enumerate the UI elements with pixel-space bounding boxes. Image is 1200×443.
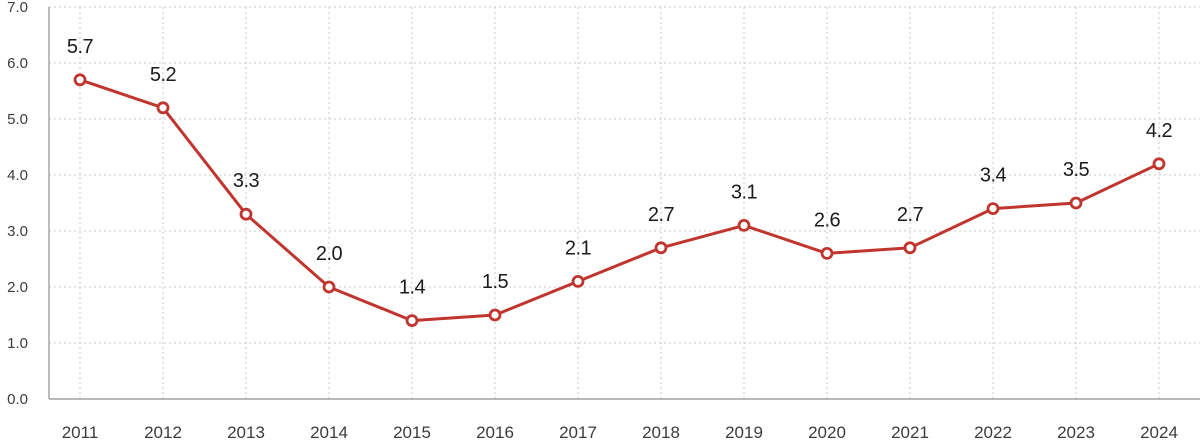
data-point-label-2023: 3.5 [1063,159,1090,181]
x-tick-label-2015: 2015 [393,423,431,442]
data-point-2021 [903,241,917,255]
data-point-2011 [73,73,87,87]
data-point-2022 [986,202,1000,216]
x-tick-label-2017: 2017 [559,423,597,442]
data-point-label-2014: 2.0 [316,243,343,265]
data-point-2017 [571,274,585,288]
data-point-label-2012: 5.2 [150,64,177,86]
y-tick-label-6.0: 6.0 [7,55,28,72]
data-point-label-2022: 3.4 [980,165,1007,187]
data-point-2024 [1152,157,1166,171]
x-tick-label-2014: 2014 [310,423,348,442]
data-point-2016 [488,308,502,322]
x-tick-label-2023: 2023 [1057,423,1095,442]
data-point-2014 [322,280,336,294]
data-point-2015 [405,314,419,328]
data-point-label-2019: 3.1 [731,181,758,203]
y-tick-label-5.0: 5.0 [7,111,28,128]
x-tick-label-2019: 2019 [725,423,763,442]
data-point-label-2020: 2.6 [814,209,841,231]
x-tick-label-2012: 2012 [144,423,182,442]
y-tick-label-1.0: 1.0 [7,335,28,352]
y-tick-label-0.0: 0.0 [7,391,28,408]
y-tick-label-3.0: 3.0 [7,223,28,240]
data-point-2023 [1069,196,1083,210]
x-tick-label-2021: 2021 [891,423,929,442]
x-tick-label-2022: 2022 [974,423,1012,442]
data-point-label-2017: 2.1 [565,237,592,259]
data-point-label-2011: 5.7 [67,36,94,58]
data-point-label-2013: 3.3 [233,170,260,192]
x-tick-label-2011: 2011 [62,423,99,442]
x-tick-label-2016: 2016 [476,423,514,442]
data-line [78,78,1161,323]
data-point-label-2024: 4.2 [1146,120,1173,142]
y-tick-label-4.0: 4.0 [7,167,28,184]
data-point-2013 [239,207,253,221]
x-tick-label-2020: 2020 [808,423,846,442]
data-point-label-2021: 2.7 [897,204,924,226]
data-point-2019 [737,218,751,232]
y-tick-label-7.0: 7.0 [7,0,28,16]
y-tick-label-2.0: 2.0 [7,279,28,296]
data-point-2020 [820,246,834,260]
x-tick-label-2024: 2024 [1140,423,1178,442]
x-tick-label-2013: 2013 [227,423,265,442]
data-point-label-2016: 1.5 [482,271,509,293]
data-point-2018 [654,241,668,255]
data-point-label-2015: 1.4 [399,277,426,299]
data-point-2012 [156,101,170,115]
data-point-label-2018: 2.7 [648,204,675,226]
x-tick-label-2018: 2018 [642,423,680,442]
